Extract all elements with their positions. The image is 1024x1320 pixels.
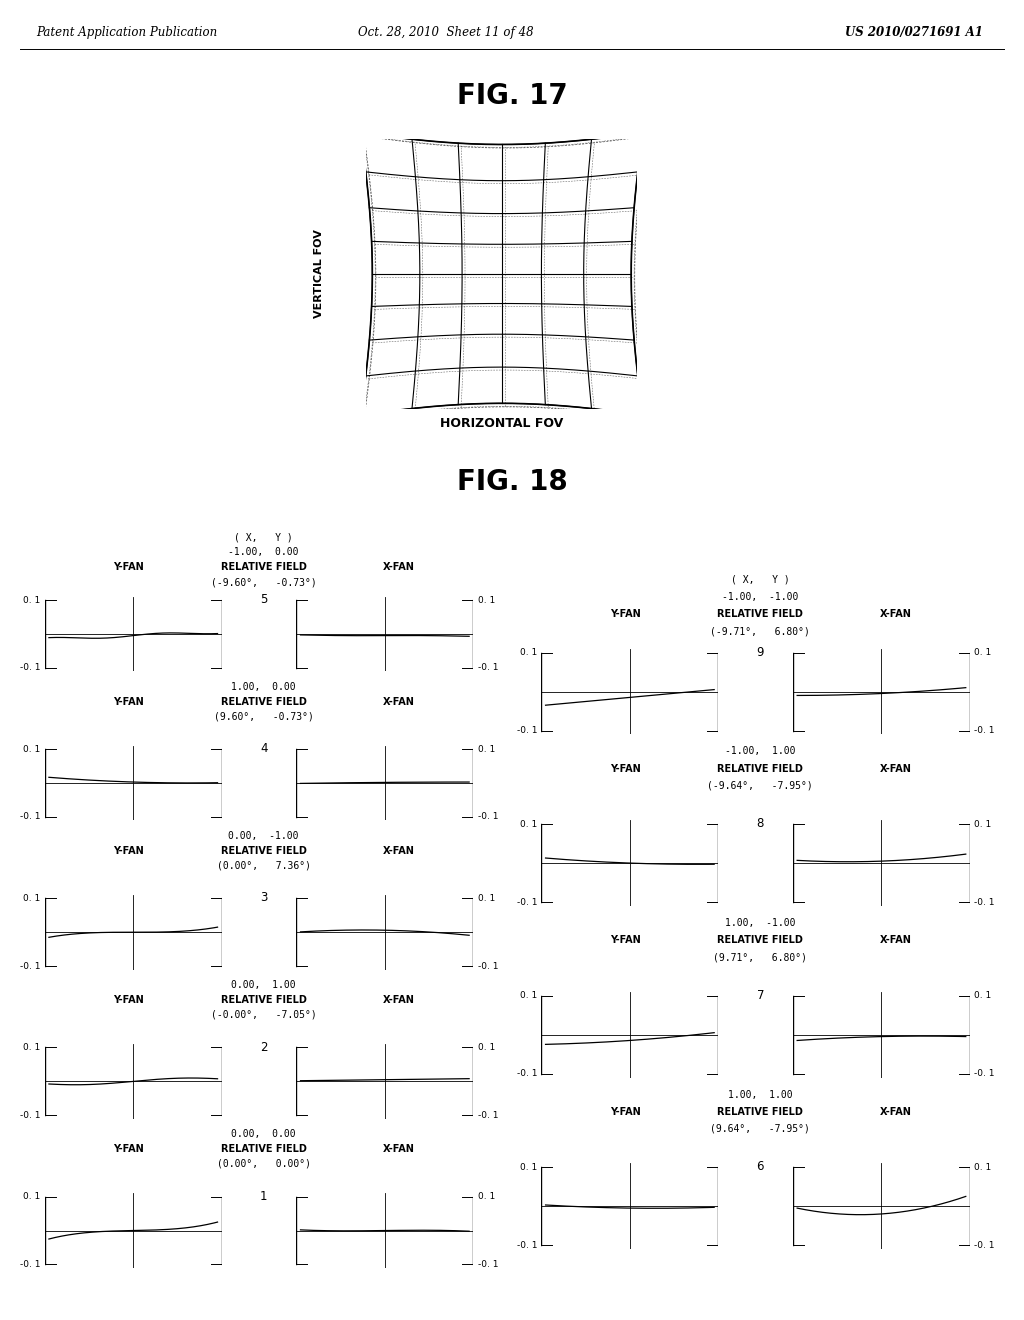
Text: 0. 1: 0. 1: [24, 1192, 41, 1201]
Text: 0. 1: 0. 1: [520, 991, 538, 1001]
Text: RELATIVE FIELD: RELATIVE FIELD: [221, 846, 306, 855]
Text: FIG. 18: FIG. 18: [457, 467, 567, 496]
Text: Y-FAN: Y-FAN: [610, 610, 641, 619]
Text: -0. 1: -0. 1: [477, 1261, 498, 1269]
Text: RELATIVE FIELD: RELATIVE FIELD: [718, 763, 803, 774]
Text: (-0.00°,   -7.05°): (-0.00°, -7.05°): [211, 1010, 316, 1020]
Text: -0. 1: -0. 1: [20, 664, 41, 672]
Text: 1.00,  0.00: 1.00, 0.00: [231, 681, 296, 692]
Text: X-FAN: X-FAN: [383, 846, 415, 855]
Text: Y-FAN: Y-FAN: [114, 562, 144, 573]
Text: -0. 1: -0. 1: [20, 1111, 41, 1119]
Text: -0. 1: -0. 1: [20, 962, 41, 970]
Text: -0. 1: -0. 1: [517, 898, 538, 907]
Text: RELATIVE FIELD: RELATIVE FIELD: [718, 935, 803, 945]
Text: X-FAN: X-FAN: [383, 1144, 415, 1154]
Text: (0.00°,   7.36°): (0.00°, 7.36°): [217, 861, 310, 871]
Text: -0. 1: -0. 1: [477, 813, 498, 821]
Text: 2: 2: [260, 1040, 267, 1053]
Text: 0. 1: 0. 1: [520, 648, 538, 657]
Text: 0. 1: 0. 1: [520, 1163, 538, 1172]
Text: RELATIVE FIELD: RELATIVE FIELD: [718, 610, 803, 619]
Text: 0.00,  1.00: 0.00, 1.00: [231, 979, 296, 990]
Text: 7: 7: [757, 989, 764, 1002]
Text: Y-FAN: Y-FAN: [610, 763, 641, 774]
Text: X-FAN: X-FAN: [880, 763, 911, 774]
Text: 1.00,  -1.00: 1.00, -1.00: [725, 917, 796, 928]
Text: ( X,   Y ): ( X, Y ): [731, 576, 790, 585]
Text: 8: 8: [757, 817, 764, 830]
Text: 1: 1: [260, 1189, 267, 1203]
Text: (-9.60°,   -0.73°): (-9.60°, -0.73°): [211, 577, 316, 587]
Text: 9: 9: [757, 645, 764, 659]
Text: 0. 1: 0. 1: [477, 1192, 495, 1201]
Text: 0. 1: 0. 1: [24, 744, 41, 754]
Text: 0. 1: 0. 1: [24, 894, 41, 903]
Text: (9.64°,   -7.95°): (9.64°, -7.95°): [711, 1123, 810, 1134]
Text: -0. 1: -0. 1: [974, 726, 994, 735]
Text: Y-FAN: Y-FAN: [114, 1144, 144, 1154]
Text: -0. 1: -0. 1: [477, 1111, 498, 1119]
Text: (0.00°,   0.00°): (0.00°, 0.00°): [217, 1159, 310, 1170]
Text: 0.00,  -1.00: 0.00, -1.00: [228, 830, 299, 841]
Text: -0. 1: -0. 1: [974, 1069, 994, 1078]
Text: 0.00,  0.00: 0.00, 0.00: [231, 1129, 296, 1139]
Text: 6: 6: [757, 1160, 764, 1173]
Text: (9.71°,   6.80°): (9.71°, 6.80°): [714, 952, 807, 962]
Text: X-FAN: X-FAN: [383, 697, 415, 706]
Text: -0. 1: -0. 1: [477, 962, 498, 970]
Text: 0. 1: 0. 1: [477, 595, 495, 605]
Text: Y-FAN: Y-FAN: [610, 935, 641, 945]
Text: VERTICAL FOV: VERTICAL FOV: [314, 230, 325, 318]
Text: 0. 1: 0. 1: [477, 1043, 495, 1052]
Text: US 2010/0271691 A1: US 2010/0271691 A1: [845, 26, 983, 40]
Text: X-FAN: X-FAN: [383, 995, 415, 1005]
Text: -0. 1: -0. 1: [974, 898, 994, 907]
Text: Y-FAN: Y-FAN: [114, 846, 144, 855]
Text: 0. 1: 0. 1: [974, 820, 991, 829]
Text: -1.00,  -1.00: -1.00, -1.00: [722, 593, 799, 602]
Text: HORIZONTAL FOV: HORIZONTAL FOV: [440, 417, 563, 430]
Text: RELATIVE FIELD: RELATIVE FIELD: [221, 697, 306, 706]
Text: X-FAN: X-FAN: [383, 562, 415, 573]
Text: 0. 1: 0. 1: [477, 744, 495, 754]
Text: 0. 1: 0. 1: [974, 991, 991, 1001]
Text: 4: 4: [260, 742, 267, 755]
Text: -0. 1: -0. 1: [477, 664, 498, 672]
Text: -1.00,  1.00: -1.00, 1.00: [725, 746, 796, 756]
Text: 0. 1: 0. 1: [24, 595, 41, 605]
Text: -0. 1: -0. 1: [20, 1261, 41, 1269]
Text: Y-FAN: Y-FAN: [114, 697, 144, 706]
Text: FIG. 17: FIG. 17: [457, 82, 567, 110]
Text: -0. 1: -0. 1: [974, 1241, 994, 1250]
Text: RELATIVE FIELD: RELATIVE FIELD: [221, 562, 306, 573]
Text: RELATIVE FIELD: RELATIVE FIELD: [221, 995, 306, 1005]
Text: Oct. 28, 2010  Sheet 11 of 48: Oct. 28, 2010 Sheet 11 of 48: [357, 26, 534, 40]
Text: (-9.71°,   6.80°): (-9.71°, 6.80°): [711, 627, 810, 636]
Text: RELATIVE FIELD: RELATIVE FIELD: [221, 1144, 306, 1154]
Text: RELATIVE FIELD: RELATIVE FIELD: [718, 1106, 803, 1117]
Text: Patent Application Publication: Patent Application Publication: [36, 26, 217, 40]
Text: -0. 1: -0. 1: [20, 813, 41, 821]
Text: 0. 1: 0. 1: [974, 1163, 991, 1172]
Text: 0. 1: 0. 1: [520, 820, 538, 829]
Text: X-FAN: X-FAN: [880, 935, 911, 945]
Text: -0. 1: -0. 1: [517, 1241, 538, 1250]
Text: Y-FAN: Y-FAN: [610, 1106, 641, 1117]
Text: -1.00,  0.00: -1.00, 0.00: [228, 548, 299, 557]
Text: (9.60°,   -0.73°): (9.60°, -0.73°): [214, 711, 313, 722]
Text: -0. 1: -0. 1: [517, 726, 538, 735]
Text: 0. 1: 0. 1: [974, 648, 991, 657]
Text: -0. 1: -0. 1: [517, 1069, 538, 1078]
Text: X-FAN: X-FAN: [880, 610, 911, 619]
Text: 3: 3: [260, 891, 267, 904]
Text: 1.00,  1.00: 1.00, 1.00: [728, 1089, 793, 1100]
Text: ( X,   Y ): ( X, Y ): [234, 532, 293, 543]
Text: 5: 5: [260, 593, 267, 606]
Text: (-9.64°,   -7.95°): (-9.64°, -7.95°): [708, 780, 813, 791]
Text: 0. 1: 0. 1: [24, 1043, 41, 1052]
Text: 0. 1: 0. 1: [477, 894, 495, 903]
Text: X-FAN: X-FAN: [880, 1106, 911, 1117]
Text: Y-FAN: Y-FAN: [114, 995, 144, 1005]
